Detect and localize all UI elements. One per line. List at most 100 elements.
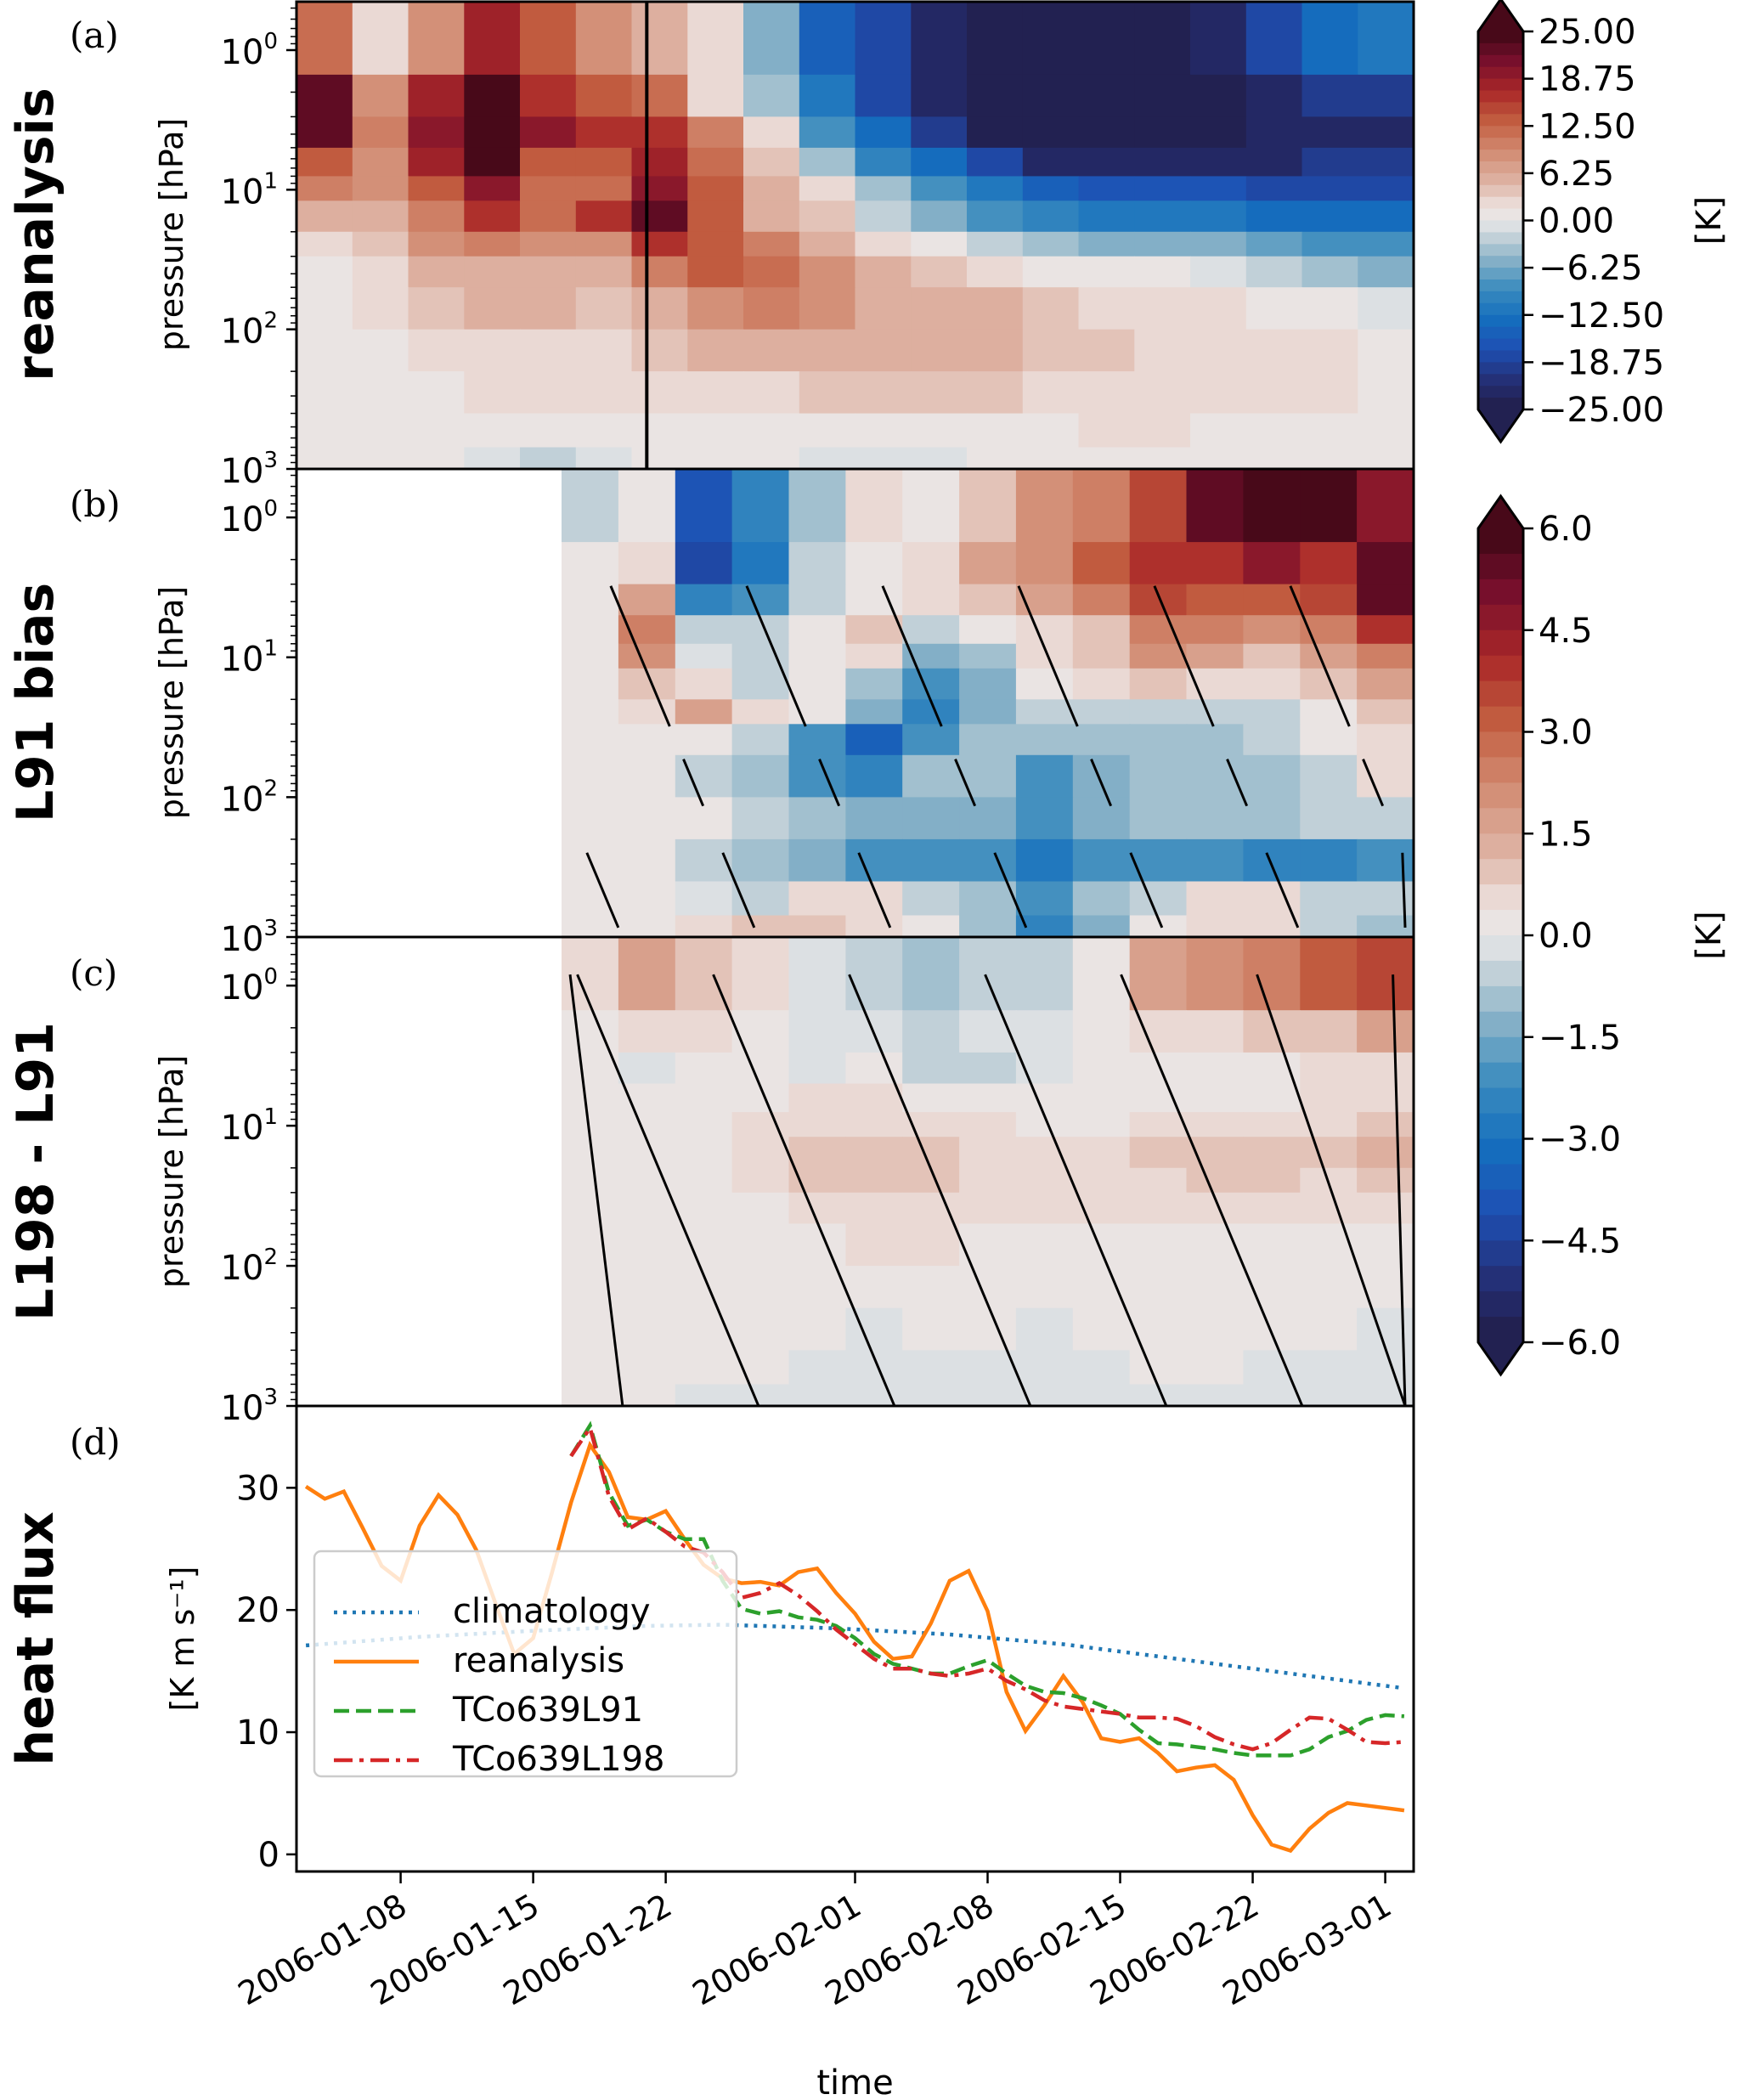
heatmap-cell <box>520 256 577 288</box>
heatmap-cell <box>1129 668 1188 700</box>
heatmap-cell <box>1300 668 1358 700</box>
heatmap-cell <box>1072 1112 1131 1138</box>
heatmap-cell <box>902 797 960 840</box>
heatmap-cell <box>788 724 846 756</box>
colorbar-tick-label: −18.75 <box>1539 343 1664 382</box>
heatmap-cell <box>575 256 633 288</box>
heatmap-cell <box>731 699 790 725</box>
colorbar-extend-max <box>1478 496 1523 528</box>
heatmap-cell <box>743 329 800 372</box>
heatmap-cell <box>1186 584 1244 616</box>
heatmap-cell <box>1072 915 1131 938</box>
heatmap-cell <box>743 413 800 449</box>
heatmap-cell <box>1358 147 1414 177</box>
heatmap-cell <box>967 147 1024 177</box>
heatmap-cell <box>731 668 790 700</box>
heatmap-cell <box>799 413 856 449</box>
heatmap-cell <box>520 176 577 201</box>
heatmap-cell <box>562 584 619 616</box>
heatmap-cell <box>788 881 846 917</box>
heatmap-cell <box>408 116 465 149</box>
heatmap-cell <box>1072 1137 1131 1169</box>
hatch-line <box>721 852 756 929</box>
heatmap-cell <box>845 838 903 883</box>
xlabel-time: time <box>816 2063 893 2100</box>
heatmap-cell <box>1186 1384 1244 1407</box>
colorbar-band <box>1478 172 1523 186</box>
heatmap-cell <box>1245 147 1303 177</box>
heatmap-cell <box>1072 1266 1131 1309</box>
heatmap-cell <box>1300 915 1358 938</box>
heatmap-cell <box>788 937 846 1011</box>
heatmap-cell <box>1190 147 1247 177</box>
colorbar-tick-label: 3.0 <box>1539 714 1593 753</box>
heatmap-cell <box>631 371 688 415</box>
heatmap-cell <box>1134 447 1191 470</box>
heatmap-cell <box>296 287 353 330</box>
heatmap-cell <box>1129 1112 1188 1138</box>
heatmap-cell <box>1186 724 1244 756</box>
heatmap-cell <box>1190 116 1247 149</box>
heatmap-cell <box>675 1384 733 1407</box>
hatch-line <box>576 974 760 1407</box>
heatmap-cell <box>575 447 633 470</box>
heatmap-cell <box>562 1167 619 1194</box>
ytick-label: 0 <box>258 1836 279 1875</box>
heatmap-cell <box>1072 1223 1131 1267</box>
heatmap-cell <box>1245 231 1303 257</box>
heatmap-cell <box>902 1083 960 1113</box>
colorbar-tick-label: 12.50 <box>1539 107 1636 146</box>
heatmap-cell <box>967 371 1024 415</box>
heatmap-cell <box>464 256 521 288</box>
heatmap-cell <box>675 1137 733 1169</box>
heatmap-cell <box>1245 371 1303 415</box>
heatmap-cell <box>1245 256 1303 288</box>
heatmap-cell <box>902 881 960 917</box>
heatmap-cell <box>1357 699 1414 725</box>
heatmap-cell <box>902 1266 960 1309</box>
heatmap-cell <box>959 1112 1017 1138</box>
heatmap-cell <box>1072 1350 1131 1386</box>
heatmap-cell <box>687 256 744 288</box>
heatmap-cell <box>562 615 619 645</box>
heatmap-cell <box>799 447 856 470</box>
heatmap-cell <box>1078 176 1135 201</box>
heatmap-cell <box>845 1192 903 1224</box>
heatmap-cell <box>575 176 633 201</box>
colorbar-band <box>1478 833 1523 860</box>
heatmap-cell <box>1072 754 1131 798</box>
colorbar-tick-label: 0.0 <box>1539 917 1593 956</box>
colorbar-band <box>1478 1138 1523 1165</box>
heatmap-cell <box>1134 256 1191 288</box>
heatmap-cell <box>1134 231 1191 257</box>
heatmap-cell <box>731 754 790 798</box>
colorbar-band <box>1478 1087 1523 1115</box>
heatmap-cell <box>743 287 800 330</box>
colorbar-band <box>1478 78 1523 92</box>
colorbar-tick-label: 1.5 <box>1539 815 1593 854</box>
panel-label-a: (a) <box>70 14 119 56</box>
heatmap-cell <box>1072 469 1131 543</box>
heatmap-cell <box>788 699 846 725</box>
heatmap-cell <box>1300 937 1358 1011</box>
legend-label: TCo639L91 <box>452 1691 643 1730</box>
heatmap-cell <box>1078 287 1135 330</box>
heatmap-cell <box>1015 615 1074 645</box>
heatmap-cell <box>1015 1010 1074 1053</box>
heatmap-cell <box>799 2 856 76</box>
ytick-label: 101 <box>221 1104 278 1148</box>
heatmap-cell <box>1190 74 1247 117</box>
heatmap-cell <box>1301 74 1358 117</box>
legend-label: reanalysis <box>453 1641 624 1680</box>
heatmap-cell <box>464 2 521 76</box>
colorbar-tick-label: 18.75 <box>1539 60 1636 99</box>
heatmap-cell <box>520 413 577 449</box>
heatmap-cell <box>845 915 903 938</box>
heatmap-cell <box>902 754 960 798</box>
colorbar-band <box>1478 138 1523 150</box>
heatmap-cell <box>296 413 353 449</box>
hatch-line <box>585 852 620 929</box>
heatmap-cell <box>1300 542 1358 585</box>
heatmap-cell <box>1300 838 1358 883</box>
